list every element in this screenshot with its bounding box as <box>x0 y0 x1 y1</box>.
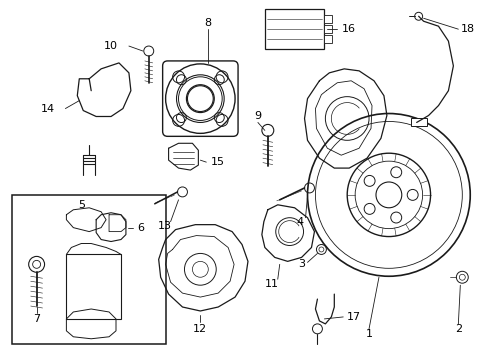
Text: 1: 1 <box>366 329 372 339</box>
Bar <box>12 195 166 344</box>
Text: 18: 18 <box>461 24 475 34</box>
Text: 15: 15 <box>211 157 225 167</box>
Text: 4: 4 <box>296 217 303 227</box>
Bar <box>265 9 324 49</box>
Text: 9: 9 <box>254 111 262 121</box>
Bar <box>66 255 121 319</box>
Bar <box>324 25 332 33</box>
Text: 6: 6 <box>137 222 145 233</box>
Text: 14: 14 <box>41 104 54 113</box>
Text: 11: 11 <box>265 279 279 289</box>
Text: 17: 17 <box>347 312 361 322</box>
Text: 3: 3 <box>298 259 305 269</box>
Text: 13: 13 <box>158 221 172 231</box>
Bar <box>324 35 332 43</box>
Text: 8: 8 <box>205 18 212 28</box>
Bar <box>411 118 427 126</box>
Text: 16: 16 <box>342 24 356 34</box>
Text: 5: 5 <box>78 200 85 210</box>
Bar <box>324 15 332 23</box>
Text: 7: 7 <box>33 314 40 324</box>
Text: 12: 12 <box>193 324 207 334</box>
Text: 10: 10 <box>104 41 118 51</box>
Text: 2: 2 <box>455 324 462 334</box>
